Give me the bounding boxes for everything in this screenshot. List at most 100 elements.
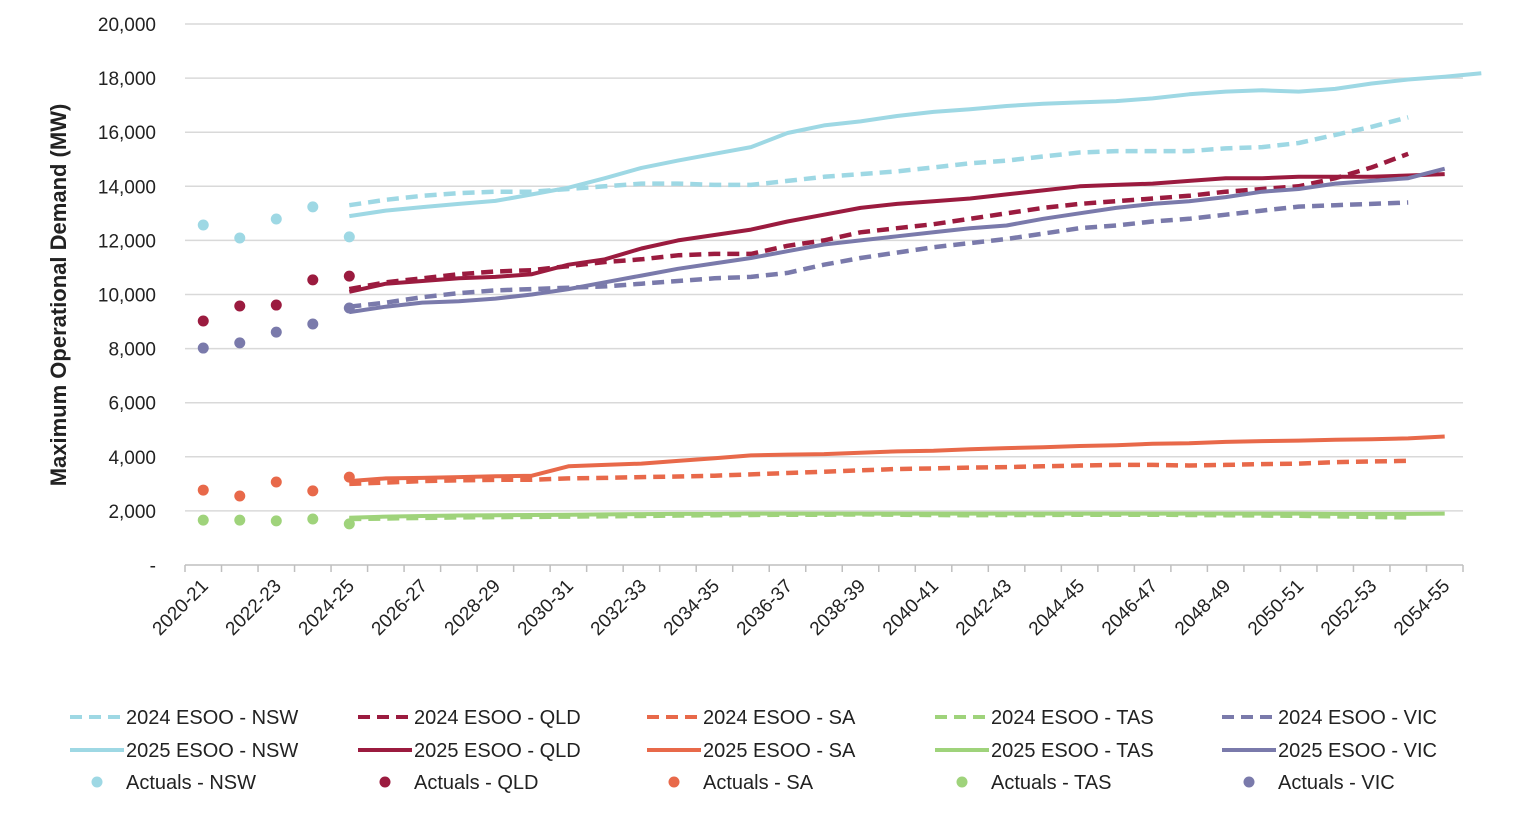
legend-item: 2024 ESOO - QLD (358, 707, 581, 729)
legend-label: Actuals - SA (703, 772, 814, 794)
y-tick-label: 10,000 (98, 286, 156, 307)
y-tick-label: 20,000 (98, 15, 156, 36)
x-tick-label: 2032-33 (587, 576, 651, 640)
y-tick-label: 16,000 (98, 123, 156, 144)
legend-label: 2024 ESOO - SA (703, 707, 856, 729)
data-point (270, 476, 282, 488)
legend-item: 2024 ESOO - VIC (1222, 707, 1437, 729)
legend-label: Actuals - TAS (991, 772, 1111, 794)
x-tick-label: 2020-21 (149, 576, 213, 640)
x-tick-label: 2026-27 (368, 576, 432, 640)
gridlines (185, 23, 1463, 512)
legend-marker (956, 776, 968, 788)
legend-marker (91, 776, 103, 788)
x-tick-label: 2042-43 (952, 576, 1016, 640)
y-axis-label: Maximum Operational Demand (MW) (46, 104, 71, 487)
series-layer (197, 71, 1482, 530)
legend-item: 2025 ESOO - TAS (935, 740, 1154, 762)
series-line (349, 458, 1409, 487)
legend-marker (668, 776, 680, 788)
data-point (197, 484, 209, 496)
x-tick-label: 2044-45 (1025, 576, 1089, 640)
legend-item: 2025 ESOO - NSW (70, 740, 298, 762)
data-point (270, 299, 282, 311)
legend-label: 2024 ESOO - VIC (1278, 707, 1437, 729)
y-tick-label: 12,000 (98, 231, 156, 252)
legend-label: Actuals - QLD (414, 772, 538, 794)
x-tick-label: 2022-23 (222, 576, 286, 640)
y-tick-label: 6,000 (108, 394, 156, 415)
y-tick-label: 18,000 (98, 69, 156, 90)
data-point (234, 232, 246, 244)
x-tick-label: 2028-29 (441, 576, 505, 640)
legend-marker (379, 776, 391, 788)
x-tick-label: 2034-35 (660, 576, 724, 640)
legend-label: 2025 ESOO - VIC (1278, 740, 1437, 762)
x-tick-label: 2024-25 (295, 576, 359, 640)
legend-item: 2025 ESOO - SA (647, 740, 856, 762)
data-point (307, 318, 319, 330)
data-point (343, 270, 355, 282)
data-point (197, 315, 209, 327)
data-point (270, 326, 282, 338)
legend-item: 2024 ESOO - TAS (935, 707, 1154, 729)
y-tick-label: 14,000 (98, 177, 156, 198)
data-point (197, 342, 209, 354)
series-line (349, 511, 1445, 520)
legend: 2024 ESOO - NSW 2024 ESOO - QLD 2024 ESOO … (70, 707, 1437, 794)
data-point (307, 513, 319, 525)
y-axis: - 2,000 4,000 6,000 8,000 10,000 12,000 14,000 1… (98, 15, 156, 577)
legend-label: 2025 ESOO - SA (703, 740, 856, 762)
legend-label: Actuals - NSW (126, 772, 256, 794)
series-line (349, 71, 1482, 219)
series-line (348, 151, 1409, 292)
legend-label: 2024 ESOO - QLD (414, 707, 581, 729)
legend-item: 2024 ESOO - NSW (70, 707, 298, 729)
series-line (349, 166, 1446, 315)
data-point (197, 514, 209, 526)
y-tick-label: 4,000 (108, 448, 156, 469)
data-point (307, 274, 319, 286)
series-line (349, 434, 1445, 484)
data-point (234, 300, 246, 312)
data-point (270, 213, 282, 225)
data-point (234, 337, 246, 349)
legend-label: Actuals - VIC (1278, 772, 1395, 794)
legend-label: 2024 ESOO - NSW (126, 707, 298, 729)
data-point (307, 485, 319, 497)
x-axis: 2020-21 2022-23 2024-25 2026-27 2028-29 2030-… (149, 564, 1464, 640)
legend-item: Actuals - NSW (91, 772, 256, 794)
y-tick-label: - (150, 556, 156, 577)
y-tick-label: 2,000 (108, 502, 156, 523)
legend-item: 2024 ESOO - SA (647, 707, 856, 729)
legend-label: 2024 ESOO - TAS (991, 707, 1154, 729)
x-tick-label: 2046-47 (1098, 576, 1162, 640)
data-point (234, 490, 246, 502)
x-tick-label: 2030-31 (514, 576, 578, 640)
legend-item: Actuals - VIC (1243, 772, 1395, 794)
legend-marker (1243, 776, 1255, 788)
legend-item: Actuals - QLD (379, 772, 538, 794)
series-line (348, 115, 1409, 208)
legend-label: 2025 ESOO - QLD (414, 740, 581, 762)
legend-item: 2025 ESOO - VIC (1222, 740, 1437, 762)
legend-item: Actuals - TAS (956, 772, 1111, 794)
series-line (348, 172, 1445, 294)
x-tick-label: 2052-53 (1317, 576, 1381, 640)
data-point (307, 201, 319, 213)
x-tick-label: 2054-55 (1390, 576, 1454, 640)
data-point (343, 231, 355, 243)
legend-item: Actuals - SA (668, 772, 814, 794)
data-point (197, 219, 209, 231)
series-line (349, 200, 1409, 309)
x-tick-label: 2038-39 (806, 576, 870, 640)
x-tick-label: 2040-41 (879, 576, 943, 640)
data-point (234, 514, 246, 526)
data-point (270, 515, 282, 527)
x-tick-label: 2036-37 (733, 576, 797, 640)
legend-item: 2025 ESOO - QLD (358, 740, 581, 762)
legend-label: 2025 ESOO - NSW (126, 740, 298, 762)
legend-label: 2025 ESOO - TAS (991, 740, 1154, 762)
x-tick-label: 2048-49 (1171, 576, 1235, 640)
